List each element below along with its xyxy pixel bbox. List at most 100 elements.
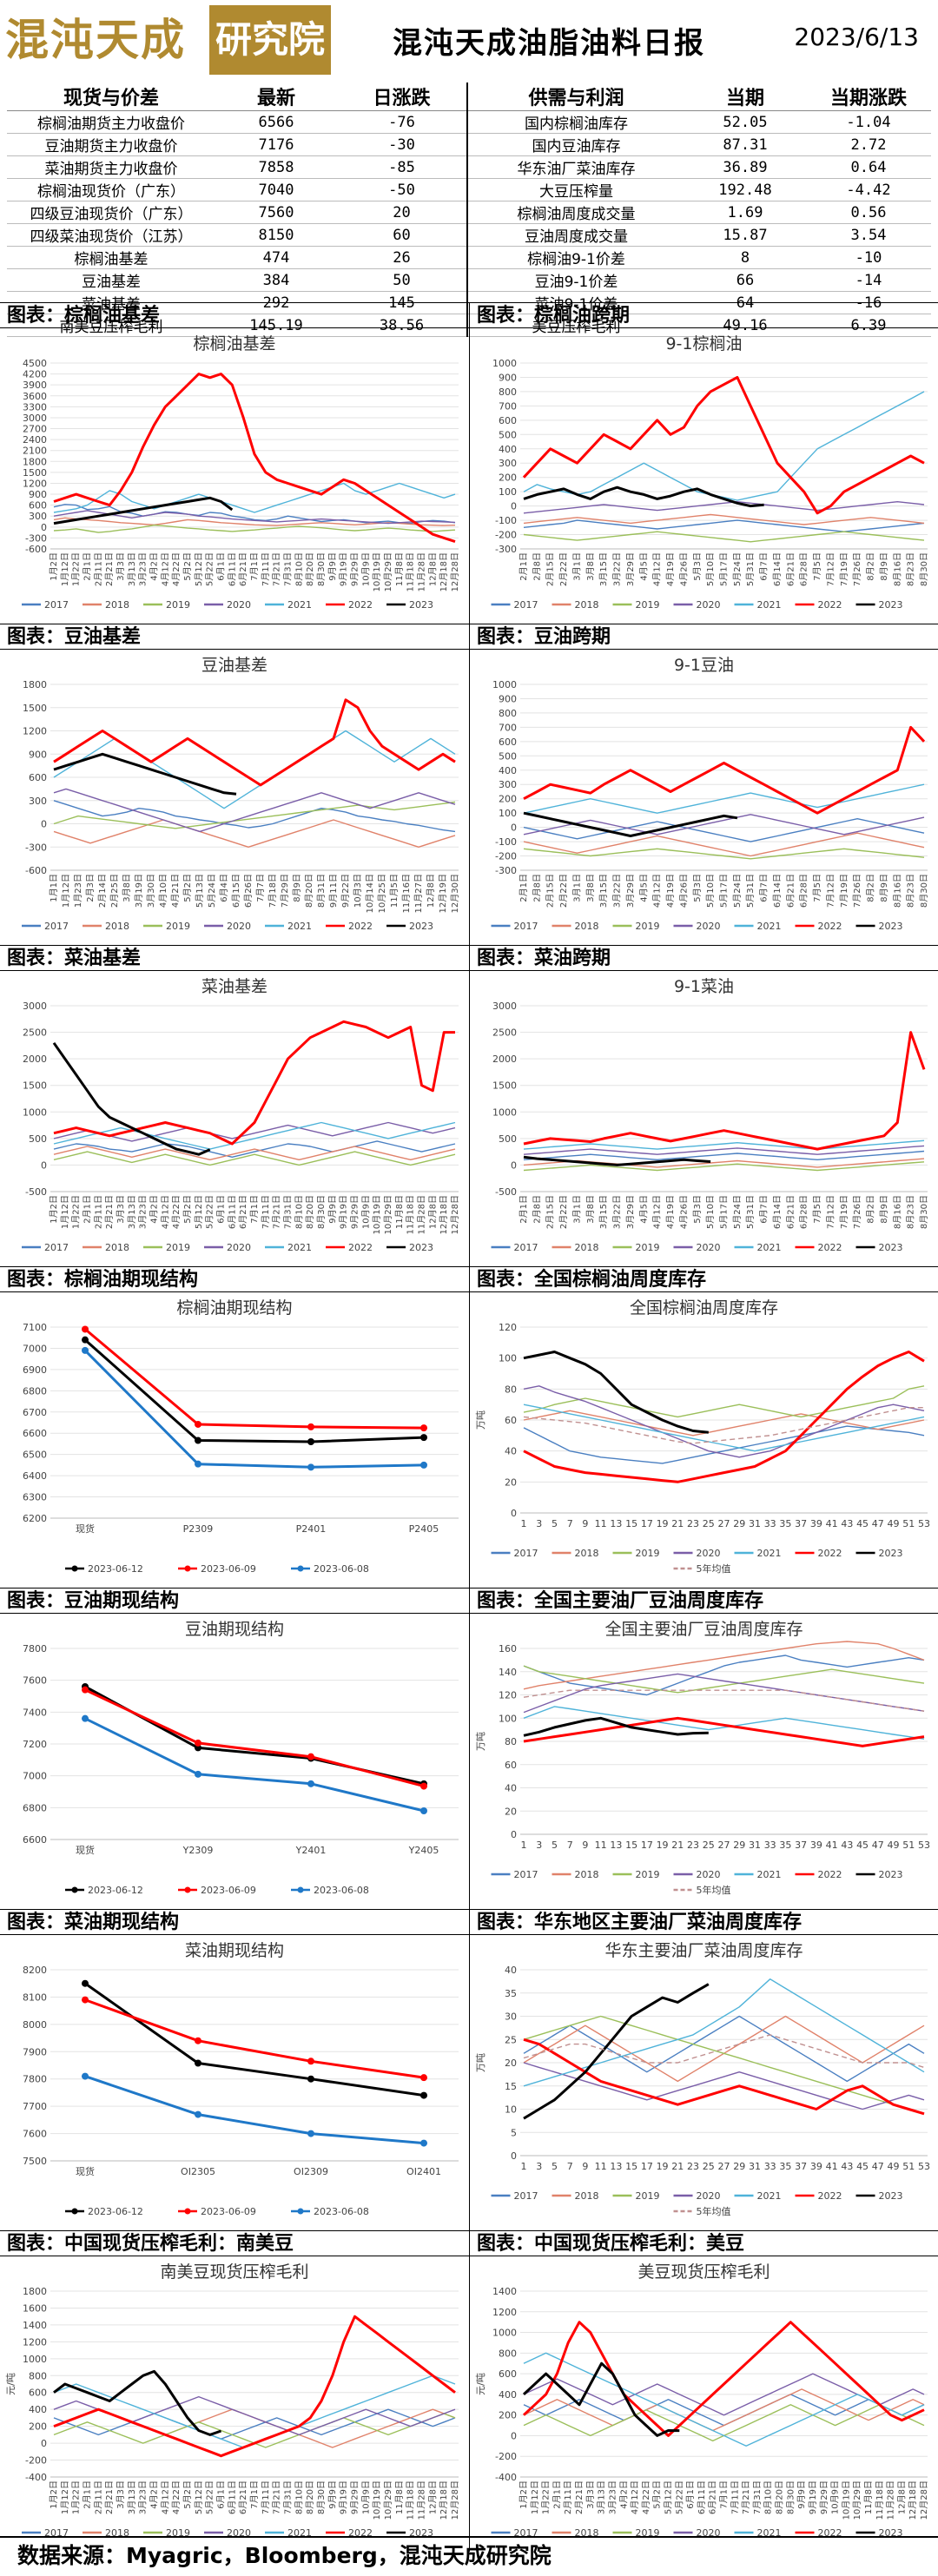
x-tick-label: 12月19日 bbox=[438, 874, 448, 913]
y-tick-label: 600 bbox=[499, 736, 517, 748]
legend-label: 2018 bbox=[575, 921, 599, 932]
x-tick-label: 13 bbox=[610, 1518, 622, 1529]
y-tick-label: 6800 bbox=[23, 1802, 47, 1813]
row-value: 7858 bbox=[215, 155, 337, 179]
y-tick-label: 6500 bbox=[23, 1450, 47, 1461]
row-label: 豆油9-1价差 bbox=[467, 268, 684, 292]
y-tick-label: 1500 bbox=[23, 703, 47, 714]
x-tick-label: 10月29日 bbox=[383, 2480, 393, 2520]
y-tick-label: 200 bbox=[499, 472, 517, 484]
series-line-2020 bbox=[523, 1145, 925, 1155]
legend-label: 2019 bbox=[636, 2527, 660, 2539]
chart-container: 全国主要油厂豆油周度库存 0 20 40 60 80 100 120 140 160 万吨 1 3 5 7 9… bbox=[470, 1614, 938, 1909]
y-tick-label: 15 bbox=[505, 2081, 517, 2092]
panel-title: 图表：棕榈油期现结构 bbox=[0, 1266, 469, 1292]
x-tick-label: 43 bbox=[841, 2161, 853, 2172]
y-tick-label: 3000 bbox=[23, 413, 47, 424]
column-divider bbox=[469, 1909, 470, 2230]
y-tick-label: 3000 bbox=[492, 1001, 517, 1012]
row-value: 66 bbox=[684, 268, 806, 292]
x-tick-label: 10月9日 bbox=[360, 552, 371, 586]
chart-container: 豆油基差 -600 -300 0 300 600 900 1200 1500 1800 1月1日 1月… bbox=[0, 650, 469, 945]
summary-table: 现货与价差 最新 日涨跌 供需与利润 当期 当期涨跌 棕榈油期货主力收盘价 656… bbox=[7, 83, 931, 337]
x-tick-label: 4月2日 bbox=[149, 1195, 160, 1224]
x-tick-label: 49 bbox=[888, 1518, 900, 1529]
y-tick-label: 300 bbox=[29, 511, 47, 522]
legend-label: 2022 bbox=[818, 2527, 842, 2539]
row-value: 7176 bbox=[215, 133, 337, 156]
row-value: 0.64 bbox=[806, 155, 931, 179]
y-tick-label: 100 bbox=[499, 486, 517, 498]
row-label: 南美豆压榨毛利 bbox=[7, 314, 215, 337]
series-line-2021 bbox=[523, 1706, 925, 1740]
y-axis-label: 元/吨 bbox=[5, 2373, 17, 2395]
data-point bbox=[307, 1423, 314, 1430]
x-tick-label: 7月26日 bbox=[852, 1195, 862, 1229]
x-tick-label: 10月25日 bbox=[377, 874, 387, 913]
x-tick-label: 31 bbox=[749, 1840, 761, 1851]
y-tick-label: -200 bbox=[25, 2455, 47, 2467]
x-tick-label: 11月8日 bbox=[394, 552, 405, 586]
y-tick-label: 300 bbox=[499, 779, 517, 790]
series-line-5年均值 bbox=[523, 1689, 925, 1712]
data-point bbox=[307, 1753, 314, 1760]
panel-title: 图表：棕榈油基差 bbox=[0, 302, 469, 328]
x-tick-label: 7月11日 bbox=[261, 552, 271, 586]
y-tick-label: 700 bbox=[499, 400, 517, 412]
column-divider bbox=[469, 624, 470, 945]
legend-label: 2021 bbox=[757, 1548, 782, 1559]
legend-label: 2019 bbox=[636, 2190, 660, 2202]
x-tick-label: 4月22日 bbox=[171, 2480, 182, 2514]
y-tick-label: 6700 bbox=[23, 1407, 47, 1418]
x-tick-label: 6月1日 bbox=[216, 2480, 227, 2509]
y-tick-label: 400 bbox=[499, 765, 517, 776]
data-point bbox=[82, 1714, 89, 1722]
y-tick-label: 500 bbox=[499, 1133, 517, 1145]
x-tick-label: 51 bbox=[902, 1518, 915, 1529]
x-tick-label: 3月8日 bbox=[585, 1195, 596, 1224]
table-row: 棕榈油现货价（广东） 7040 -50 大豆压榨量 192.48 -4.42 bbox=[7, 178, 931, 201]
x-tick-label: 31 bbox=[749, 2161, 761, 2172]
legend-label: 2023-06-09 bbox=[201, 2206, 256, 2217]
panel-title: 图表：全国棕榈油周度库存 bbox=[470, 1266, 938, 1292]
y-tick-label: 2000 bbox=[23, 1054, 47, 1065]
x-tick-label: 9月29日 bbox=[350, 1195, 360, 1229]
x-tick-label: 4月12日 bbox=[652, 552, 663, 586]
x-tick-label: 7月1日 bbox=[719, 2480, 730, 2509]
series-line-2019 bbox=[523, 2015, 925, 2115]
x-tick-label: 10月19日 bbox=[841, 2480, 851, 2520]
line-chart: 豆油期现结构 6600 6800 7000 7200 7400 7600 7800 现货 Y230… bbox=[23, 1620, 459, 1896]
y-tick-label: 1800 bbox=[23, 679, 47, 690]
x-tick-label: 5月13日 bbox=[195, 874, 205, 908]
series-line-2023 bbox=[523, 1716, 709, 1737]
x-tick-label: 10月19日 bbox=[372, 1195, 382, 1234]
x-tick-label: 2月22日 bbox=[558, 1195, 569, 1229]
y-tick-label: 600 bbox=[29, 772, 47, 783]
x-tick-label: 8月23日 bbox=[906, 552, 916, 586]
legend-label: 2018 bbox=[575, 2190, 599, 2202]
table-row: 四级豆油现货价（广东） 7560 20 棕榈油周度成交量 1.69 0.56 bbox=[7, 201, 931, 224]
x-tick-label: 3月29日 bbox=[625, 552, 636, 586]
y-tick-label: 140 bbox=[499, 1667, 517, 1678]
column-divider bbox=[469, 1588, 470, 1909]
table-row: 南美豆压榨毛利 145.19 38.56 美豆压榨毛利 49.16 6.39 bbox=[7, 314, 931, 337]
chart-title: 南美豆现货压榨毛利 bbox=[160, 2262, 308, 2282]
row-value: 145.19 bbox=[215, 314, 337, 337]
x-tick-label: 6月14日 bbox=[772, 1195, 783, 1229]
x-tick-label: 11月16日 bbox=[401, 874, 412, 913]
x-tick-label: 1月2日 bbox=[49, 1195, 59, 1224]
x-tick-label: 7月19日 bbox=[839, 1195, 849, 1229]
x-tick-label: 3 bbox=[536, 2161, 542, 2172]
series-line-2020 bbox=[523, 1673, 925, 1714]
legend-marker bbox=[184, 1886, 191, 1893]
chart-title: 豆油基差 bbox=[201, 656, 268, 675]
series-line-2020 bbox=[53, 1121, 456, 1142]
row-value: 60 bbox=[337, 223, 468, 247]
x-tick-label: 15 bbox=[625, 2161, 637, 2172]
series-line-2023 bbox=[523, 1983, 710, 2120]
x-tick-label: 17 bbox=[641, 2161, 653, 2172]
column-divider bbox=[469, 2230, 470, 2552]
x-tick-label: 6月21日 bbox=[785, 874, 796, 908]
row-value: 26 bbox=[337, 246, 468, 269]
chart-title: 菜油基差 bbox=[201, 977, 268, 996]
